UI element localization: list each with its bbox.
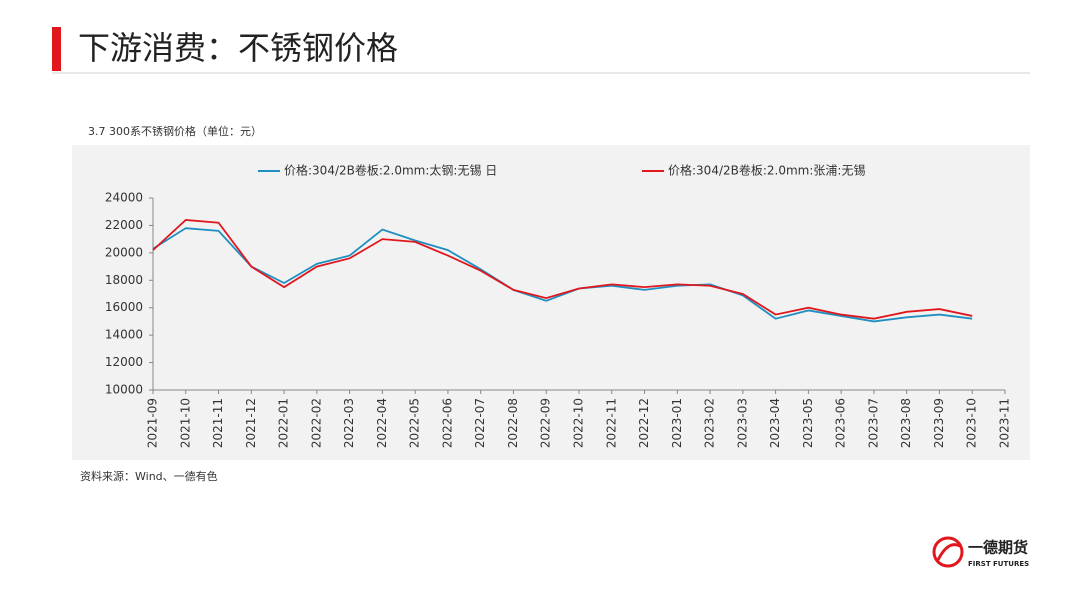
- x-tick-label: 2022-04: [375, 398, 389, 448]
- chart-title: 3.7 300系不锈钢价格（单位：元）: [88, 124, 262, 138]
- logo-icon: [932, 536, 964, 568]
- x-tick-label: 2022-10: [572, 398, 586, 448]
- y-tick-label: 14000: [105, 328, 143, 342]
- y-tick-label: 10000: [105, 383, 143, 397]
- x-tick-label: 2022-07: [473, 398, 487, 448]
- x-tick-label: 2023-08: [899, 398, 913, 448]
- x-tick-label: 2023-06: [834, 398, 848, 448]
- x-tick-label: 2022-01: [277, 398, 291, 448]
- x-tick-label: 2021-09: [146, 398, 160, 448]
- x-tick-label: 2022-05: [408, 398, 422, 448]
- x-tick-label: 2023-11: [998, 398, 1012, 448]
- legend-label: 价格:304/2B卷板:2.0mm:张浦:无锡: [668, 163, 865, 178]
- y-tick-label: 18000: [105, 273, 143, 287]
- x-tick-label: 2023-05: [801, 398, 815, 448]
- x-tick-label: 2023-01: [670, 398, 684, 448]
- x-tick-label: 2021-11: [211, 398, 225, 448]
- x-tick-label: 2022-09: [539, 398, 553, 448]
- chart-background: [72, 145, 1030, 460]
- y-tick-label: 24000: [105, 191, 143, 205]
- logo-subtitle: FIRST FUTURES: [968, 560, 1029, 568]
- y-tick-label: 22000: [105, 218, 143, 232]
- logo-name: 一德期货: [968, 539, 1028, 557]
- title-accent: [52, 27, 61, 71]
- y-tick-label: 16000: [105, 300, 143, 314]
- x-tick-label: 2022-12: [637, 398, 651, 448]
- x-tick-label: 2022-03: [342, 398, 356, 448]
- y-tick-label: 20000: [105, 245, 143, 259]
- x-tick-label: 2023-07: [866, 398, 880, 448]
- x-tick-label: 2022-02: [309, 398, 323, 448]
- x-tick-label: 2023-09: [932, 398, 946, 448]
- x-tick-label: 2023-04: [768, 398, 782, 448]
- data-line: [152, 227, 973, 323]
- x-tick-label: 2021-10: [178, 398, 192, 448]
- x-tick-label: 2023-03: [735, 398, 749, 448]
- y-tick-label: 12000: [105, 355, 143, 369]
- logo-swoosh: [936, 543, 961, 561]
- legend-label: 价格:304/2B卷板:2.0mm:太钢:无锡 日: [284, 163, 497, 178]
- source-note: 资料来源：Wind、一德有色: [80, 469, 218, 483]
- x-tick-label: 2022-08: [506, 398, 520, 448]
- x-tick-label: 2023-02: [703, 398, 717, 448]
- x-tick-label: 2023-10: [965, 398, 979, 448]
- logo: 一德期货 FIRST FUTURES: [932, 536, 1029, 568]
- x-tick-label: 2021-12: [244, 398, 258, 448]
- slide-title: 下游消费：不锈钢价格: [78, 29, 398, 67]
- x-tick-label: 2022-11: [604, 398, 618, 448]
- data-line: [152, 219, 973, 320]
- x-tick-label: 2022-06: [440, 398, 454, 448]
